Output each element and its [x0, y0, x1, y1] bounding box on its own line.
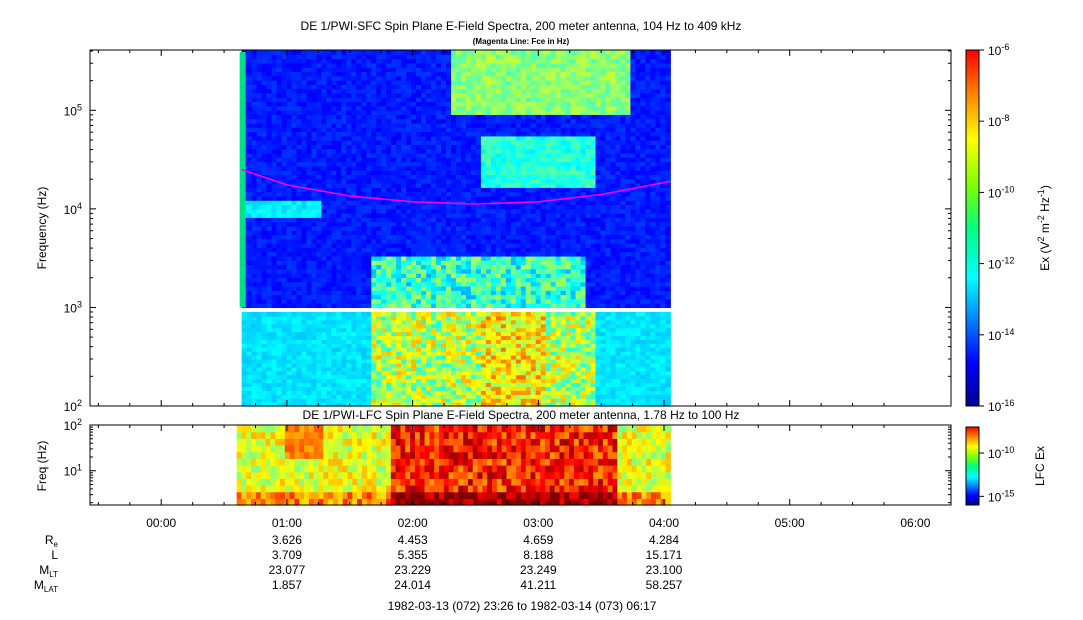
ephemeris-row-name: MLAT — [34, 578, 58, 594]
top-colorbar-tick-label: 10-16 — [988, 398, 1014, 414]
top-plot-frame — [89, 49, 952, 407]
bottom-y-axis: 101 102 — [64, 417, 951, 504]
top-colorbar-tick-label: 10-12 — [988, 256, 1014, 272]
bottom-y-tick-label: 101 — [64, 463, 82, 479]
top-y-tick-label: 102 — [64, 398, 82, 414]
top-y-axis: 102 103 104 105 — [64, 50, 951, 414]
ephemeris-value: 4.659 — [523, 533, 553, 547]
ephemeris-row-name: Re — [45, 533, 59, 549]
top-colorbar-tick-label: 10-6 — [988, 42, 1009, 58]
top-colorbar-label: Ex (V2 m-2 Hz-1) — [1036, 185, 1052, 271]
ephemeris-value: 41.211 — [520, 578, 556, 592]
bottom-colorbar — [965, 426, 980, 506]
ephemeris-row-name: MLT — [39, 563, 58, 579]
top-colorbar-tick-label: 10-14 — [988, 327, 1014, 343]
time-tick-label: 05:00 — [775, 516, 805, 530]
time-tick-label: 01:00 — [272, 516, 302, 530]
top-spectrogram — [239, 50, 671, 407]
top-title: DE 1/PWI-SFC Spin Plane E-Field Spectra,… — [301, 19, 742, 33]
ephemeris-value: 4.453 — [398, 533, 428, 547]
bottom-y-label: Freq (Hz) — [35, 441, 49, 492]
ephemeris-table: Re 3.626 4.453 4.659 4.284 L 3.709 5.355 8.188 15… — [34, 533, 683, 594]
bottom-colorbar-label: LFC Ex — [1033, 446, 1047, 486]
bottom-spectrogram — [236, 425, 671, 506]
ephemeris-value: 3.626 — [272, 533, 302, 547]
ephemeris-value: 58.257 — [646, 578, 683, 592]
top-colorbar — [965, 49, 980, 407]
top-y-tick-label: 103 — [64, 299, 82, 315]
ephemeris-value: 1.857 — [272, 578, 302, 592]
ephemeris-value: 15.171 — [646, 548, 683, 562]
top-colorbar-ticks: 10-6 10-8 10-10 10-12 10-14 10-16 — [979, 42, 1014, 414]
bottom-colorbar-tick-label: 10-10 — [988, 445, 1014, 461]
time-tick-label: 00:00 — [146, 516, 176, 530]
ephemeris-value: 23.249 — [520, 563, 557, 577]
top-colorbar-tick-label: 10-8 — [988, 113, 1009, 129]
time-tick-label: 06:00 — [900, 516, 930, 530]
ephemeris-value: 24.014 — [394, 578, 431, 592]
ephemeris-value: 23.229 — [394, 563, 431, 577]
ephemeris-value: 4.284 — [649, 533, 679, 547]
bottom-y-tick-label: 102 — [64, 417, 82, 433]
ephemeris-value: 23.100 — [646, 563, 683, 577]
top-y-label: Frequency (Hz) — [35, 187, 49, 270]
top-subtitle: (Magenta Line: Fce in Hz) — [473, 37, 570, 46]
time-range-label: 1982-03-13 (072) 23:26 to 1982-03-14 (07… — [388, 599, 657, 613]
ephemeris-value: 3.709 — [272, 548, 302, 562]
ephemeris-value: 23.077 — [269, 563, 306, 577]
ephemeris-value: 5.355 — [398, 548, 428, 562]
top-y-tick-label: 104 — [64, 201, 82, 217]
bottom-plot-frame — [89, 424, 952, 506]
time-axis: 00:00 01:00 02:00 03:00 04:00 05:00 06:00 — [97, 50, 931, 530]
ephemeris-value: 8.188 — [523, 548, 553, 562]
fce-line — [241, 168, 671, 205]
time-tick-label: 04:00 — [649, 516, 679, 530]
bottom-colorbar-ticks: 10-10 10-15 — [979, 445, 1014, 504]
top-colorbar-tick-label: 10-10 — [988, 184, 1014, 200]
bottom-title: DE 1/PWI-LFC Spin Plane E-Field Spectra,… — [303, 408, 740, 422]
time-tick-label: 03:00 — [523, 516, 553, 530]
top-y-tick-label: 105 — [64, 102, 82, 118]
ephemeris-row-name: L — [51, 548, 58, 562]
time-tick-label: 02:00 — [398, 516, 428, 530]
bottom-colorbar-tick-label: 10-15 — [988, 488, 1014, 504]
